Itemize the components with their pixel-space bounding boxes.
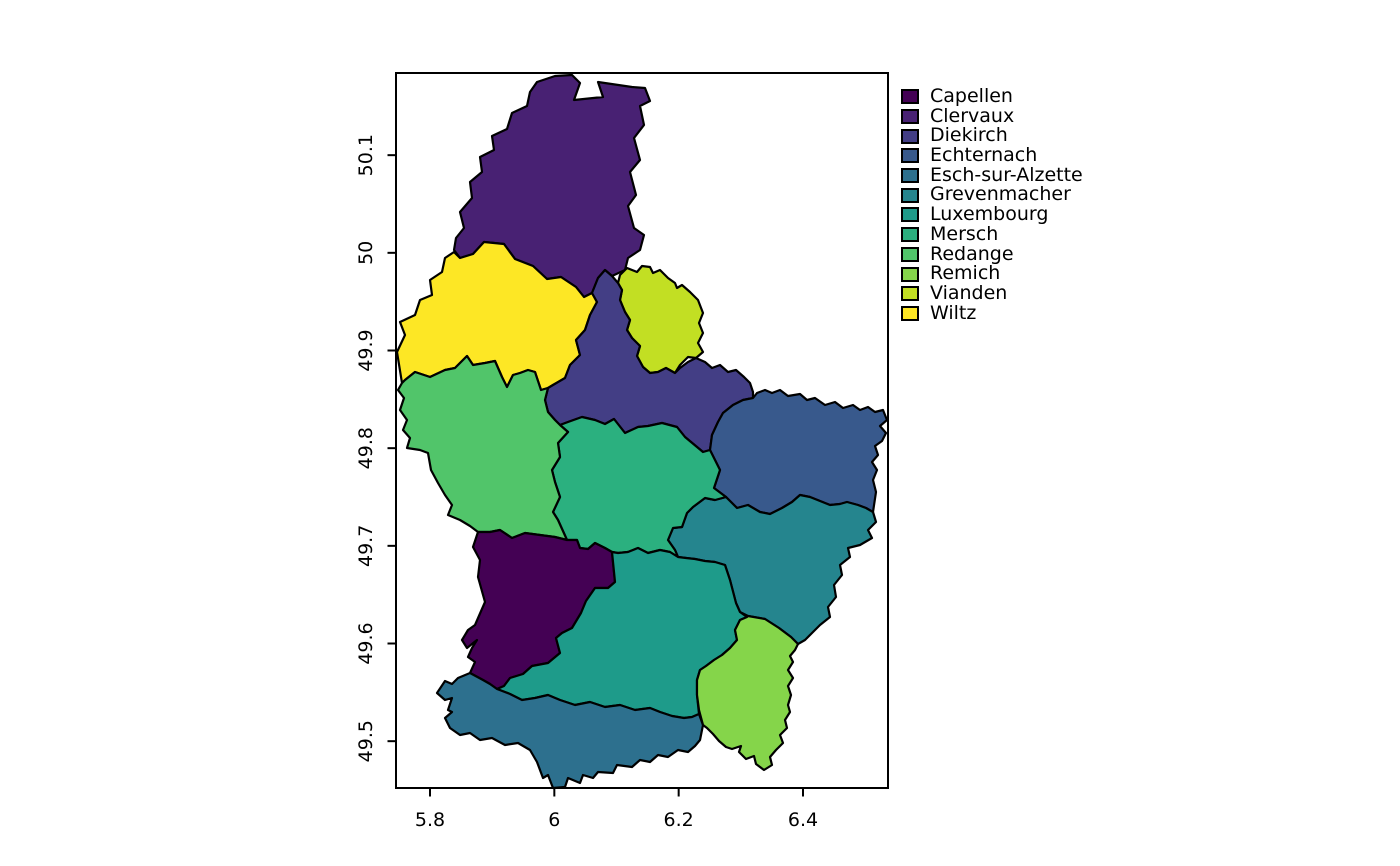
legend-label: Redange — [930, 242, 1014, 265]
y-tick-label: 50.1 — [355, 134, 377, 176]
legend-item: Capellen — [901, 85, 1083, 107]
legend-label: Grevenmacher — [930, 183, 1071, 206]
legend-label: Vianden — [930, 281, 1008, 304]
legend-swatch-icon — [901, 148, 919, 164]
legend-label: Luxembourg — [930, 203, 1049, 226]
y-tick-label: 49.5 — [355, 720, 377, 762]
y-tick-label: 49.8 — [355, 427, 377, 469]
legend-swatch-icon — [901, 109, 919, 125]
x-tick-label: 6.2 — [664, 809, 694, 831]
legend-swatch-icon — [901, 128, 919, 144]
legend-item: Wiltz — [901, 301, 1083, 324]
y-tick-label: 50 — [355, 241, 377, 265]
x-axis: 5.8 6 6.2 6.4 — [415, 788, 818, 831]
legend-item: Redange — [901, 242, 1083, 265]
legend-label: Mersch — [930, 222, 999, 245]
plot-frame — [395, 72, 889, 789]
legend-swatch-icon — [901, 89, 919, 105]
legend-item: Luxembourg — [901, 203, 1083, 226]
legend-label: Remich — [930, 262, 1001, 285]
legend-swatch-icon — [901, 246, 919, 262]
legend-item: Grevenmacher — [901, 185, 1083, 205]
legend-label: Clervaux — [930, 104, 1015, 127]
y-tick-label: 49.7 — [355, 525, 377, 567]
legend-swatch-icon — [901, 286, 919, 302]
legend-swatch-icon — [901, 227, 919, 243]
legend-swatch-icon — [901, 266, 919, 282]
map-regions-layer — [395, 73, 889, 790]
x-tick-label: 5.8 — [415, 809, 445, 831]
y-tick-label: 49.6 — [355, 622, 377, 664]
legend-label: Echternach — [930, 144, 1038, 167]
legend: Capellen Clervaux Diekirch Echternach Esch-s… — [901, 85, 1083, 324]
region-esch-sur-alzette — [435, 671, 705, 790]
x-tick-label: 6.4 — [788, 809, 818, 831]
legend-item: Clervaux — [901, 104, 1083, 127]
legend-label: Wiltz — [930, 301, 977, 324]
legend-item: Vianden — [901, 281, 1083, 304]
region-redange — [396, 354, 570, 542]
legend-swatch-icon — [901, 207, 919, 223]
legend-item: Esch-sur-Alzette — [901, 163, 1083, 186]
legend-label: Capellen — [930, 85, 1013, 107]
y-tick-label: 49.9 — [355, 329, 377, 371]
legend-swatch-icon — [901, 305, 919, 321]
legend-label: Diekirch — [930, 124, 1008, 147]
legend-item: Echternach — [901, 144, 1083, 167]
legend-item: Diekirch — [901, 126, 1083, 146]
legend-item: Remich — [901, 262, 1083, 285]
legend-swatch-icon — [901, 187, 919, 203]
legend-label: Esch-sur-Alzette — [930, 163, 1083, 186]
y-axis: 49.5 49.6 49.7 49.8 49.9 50 50.1 — [355, 134, 396, 762]
x-tick-label: 6 — [548, 809, 560, 831]
region-remich — [695, 614, 800, 772]
legend-item: Mersch — [901, 222, 1083, 245]
legend-swatch-icon — [901, 168, 919, 184]
